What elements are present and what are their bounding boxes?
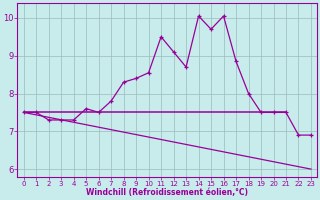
X-axis label: Windchill (Refroidissement éolien,°C): Windchill (Refroidissement éolien,°C) (86, 188, 248, 197)
